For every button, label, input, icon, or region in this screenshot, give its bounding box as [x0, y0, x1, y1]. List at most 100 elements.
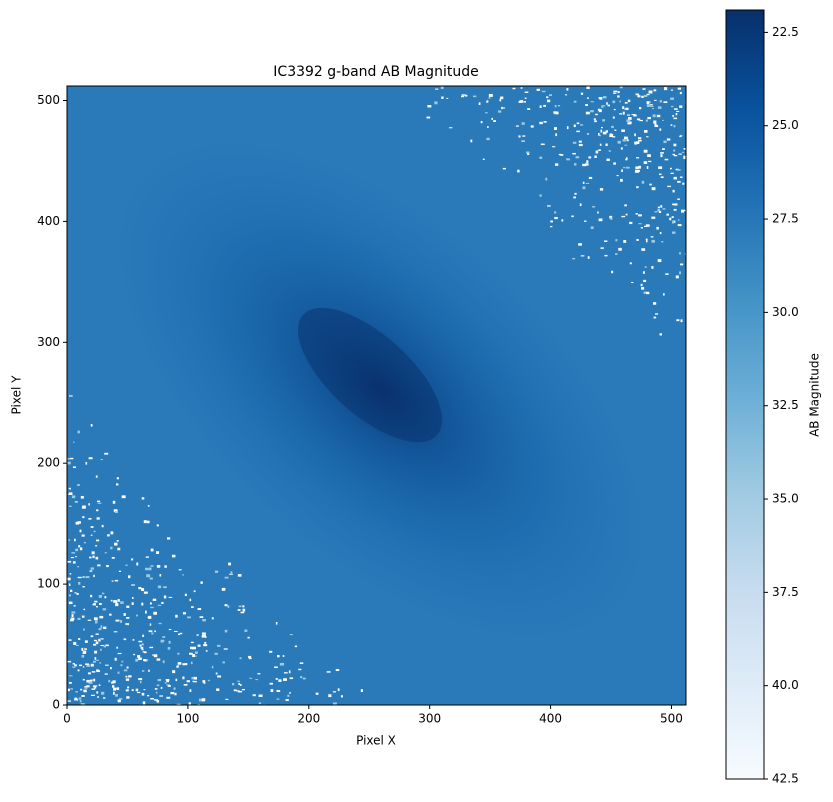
noise-speck — [470, 139, 473, 143]
noise-speck — [141, 497, 145, 500]
noise-speck — [478, 102, 481, 106]
noise-speck — [566, 88, 569, 91]
noise-speck — [227, 605, 230, 608]
noise-speck — [182, 612, 187, 615]
noise-speck — [77, 565, 80, 568]
noise-speck — [677, 224, 682, 227]
noise-speck — [204, 641, 207, 644]
noise-speck — [649, 105, 654, 108]
noise-speck — [71, 611, 76, 614]
noise-speck — [660, 205, 663, 208]
noise-speck — [611, 125, 614, 129]
noise-speck — [618, 247, 622, 251]
noise-speck — [275, 621, 278, 625]
noise-speck — [110, 599, 113, 602]
noise-speck — [85, 576, 90, 579]
noise-speck — [175, 678, 178, 682]
noise-speck — [137, 655, 141, 658]
noise-speck — [69, 573, 72, 575]
noise-speck — [576, 122, 580, 125]
colorbar-tick-label: 42.5 — [772, 772, 799, 786]
noise-speck — [598, 97, 603, 99]
noise-speck — [217, 675, 222, 678]
noise-speck — [530, 125, 534, 128]
noise-speck — [162, 636, 166, 638]
noise-speck — [486, 99, 489, 103]
noise-speck — [655, 313, 659, 315]
noise-speck — [594, 120, 597, 123]
noise-speck — [667, 185, 671, 188]
noise-speck — [114, 657, 117, 661]
noise-speck — [606, 102, 608, 105]
noise-speck — [651, 187, 656, 191]
noise-speck — [269, 682, 273, 685]
noise-speck — [162, 660, 165, 664]
noise-speck — [157, 585, 162, 589]
noise-speck — [145, 659, 149, 661]
noise-speck — [143, 659, 147, 661]
noise-speck — [86, 679, 90, 683]
colorbar-label: AB Magnitude — [808, 353, 822, 437]
noise-speck — [597, 211, 599, 214]
noise-speck — [67, 560, 72, 563]
noise-speck — [642, 88, 646, 90]
noise-speck — [679, 105, 683, 108]
noise-speck — [574, 163, 577, 166]
noise-speck — [498, 110, 502, 113]
noise-speck — [203, 644, 208, 647]
noise-speck — [554, 104, 557, 108]
noise-speck — [675, 275, 679, 279]
noise-speck — [102, 608, 107, 611]
noise-speck — [68, 639, 72, 641]
noise-speck — [289, 634, 293, 636]
noise-speck — [441, 96, 444, 99]
noise-speck — [143, 660, 148, 662]
noise-speck — [239, 657, 242, 660]
noise-speck — [670, 124, 673, 126]
noise-speck — [82, 576, 85, 578]
noise-speck — [117, 547, 121, 551]
noise-speck — [78, 545, 81, 548]
noise-speck — [661, 241, 664, 243]
noise-speck — [269, 650, 273, 653]
noise-speck — [628, 117, 632, 120]
noise-speck — [150, 698, 155, 700]
noise-speck — [300, 676, 303, 679]
noise-speck — [518, 135, 521, 138]
noise-speck — [168, 596, 173, 598]
noise-speck — [679, 263, 684, 266]
noise-speck — [640, 283, 643, 287]
noise-speck — [588, 156, 592, 159]
noise-speck — [216, 688, 220, 691]
noise-speck — [620, 178, 623, 182]
noise-speck — [138, 657, 142, 660]
noise-speck — [189, 598, 192, 602]
noise-speck — [671, 216, 674, 218]
noise-speck — [176, 703, 181, 705]
noise-speck — [657, 259, 662, 263]
noise-speck — [595, 150, 599, 154]
noise-speck — [72, 466, 76, 469]
colorbar — [725, 9, 765, 780]
y-tick-label: 300 — [37, 335, 60, 349]
noise-speck — [224, 629, 228, 633]
noise-speck — [72, 441, 75, 443]
noise-speck — [141, 588, 145, 592]
noise-speck — [163, 595, 167, 599]
noise-speck — [87, 672, 91, 675]
noise-speck — [151, 632, 154, 635]
noise-speck — [625, 166, 630, 169]
noise-speck — [638, 169, 640, 172]
noise-speck — [98, 595, 102, 598]
noise-speck — [586, 86, 590, 90]
noise-speck — [647, 154, 651, 158]
y-tick-label: 500 — [37, 93, 60, 107]
noise-speck — [118, 570, 122, 572]
noise-speck — [656, 114, 661, 118]
noise-speck — [117, 599, 120, 602]
noise-speck — [244, 629, 248, 632]
noise-speck — [154, 688, 158, 690]
y-tick-label: 100 — [37, 577, 60, 591]
noise-speck — [580, 255, 585, 257]
noise-speck — [72, 561, 76, 564]
